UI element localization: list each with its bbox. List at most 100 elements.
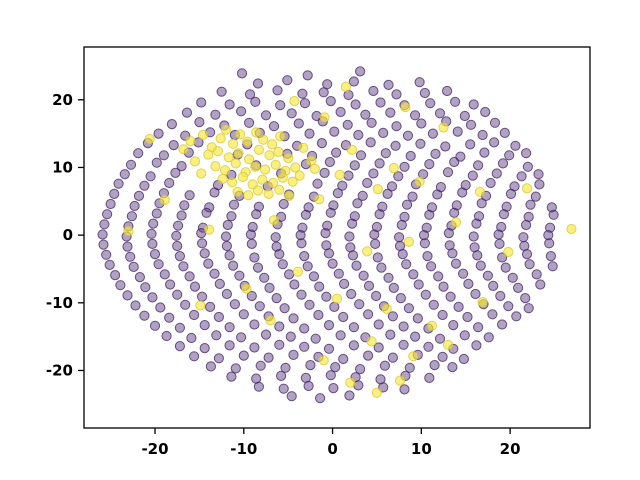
scatter-point-cluster-yellow xyxy=(371,387,382,398)
scatter-point-cluster-purple xyxy=(366,117,377,128)
scatter-point-cluster-purple xyxy=(275,100,286,111)
scatter-point-cluster-yellow xyxy=(309,163,320,174)
scatter-point-cluster-purple xyxy=(147,238,158,249)
scatter-point-cluster-purple xyxy=(320,228,331,239)
scatter-point-cluster-purple xyxy=(485,177,496,189)
scatter-point-cluster-purple xyxy=(109,188,120,199)
scatter-point-cluster-purple xyxy=(293,118,304,129)
scatter-point-cluster-purple xyxy=(147,292,158,303)
ticks-group: -20 -10 0 10 20 20 10 0 -10 -20 xyxy=(46,91,521,458)
scatter-point-cluster-purple xyxy=(189,351,200,362)
scatter-point-cluster-yellow xyxy=(270,159,281,170)
scatter-point-cluster-purple xyxy=(174,251,185,262)
scatter-point-cluster-purple xyxy=(284,269,295,280)
scatter-point-cluster-yellow xyxy=(403,236,414,247)
scatter-point-cluster-purple xyxy=(115,280,126,291)
scatter-point-cluster-purple xyxy=(491,168,502,179)
scatter-point-cluster-yellow xyxy=(284,190,295,201)
scatter-point-cluster-purple xyxy=(533,169,544,180)
scatter-point-cluster-purple xyxy=(473,211,485,222)
scatter-point-cluster-purple xyxy=(419,238,430,249)
scatter-point-cluster-yellow xyxy=(289,96,300,107)
scatter-point-cluster-purple xyxy=(125,159,137,170)
scatter-point-cluster-purple xyxy=(420,289,431,300)
scatter-point-cluster-purple xyxy=(158,150,169,161)
scatter-point-cluster-purple xyxy=(548,209,559,220)
scatter-point-cluster-purple xyxy=(113,178,124,189)
scatter-point-cluster-purple xyxy=(365,137,376,148)
scatter-point-cluster-yellow xyxy=(242,136,253,147)
scatter-point-cluster-purple xyxy=(398,321,409,332)
scatter-point-cluster-purple xyxy=(355,364,366,375)
scatter-point-cluster-purple xyxy=(335,330,346,341)
scatter-point-cluster-purple xyxy=(379,360,390,371)
scatter-point-cluster-purple xyxy=(363,350,374,361)
scatter-point-cluster-purple xyxy=(535,279,546,290)
scatter-point-cluster-yellow xyxy=(264,150,275,161)
scatter-point-cluster-purple xyxy=(251,209,262,220)
scatter-point-cluster-purple xyxy=(253,381,264,392)
x-tick-label: -10 xyxy=(230,440,257,458)
scatter-point-cluster-purple xyxy=(358,270,369,281)
scatter-point-cluster-purple xyxy=(344,231,355,242)
scatter-point-cluster-purple xyxy=(329,126,340,137)
scatter-point-cluster-purple xyxy=(488,280,499,291)
scatter-point-cluster-purple xyxy=(179,200,190,211)
scatter-point-cluster-purple xyxy=(199,343,210,354)
scatter-point-cluster-yellow xyxy=(290,162,301,173)
scatter-point-cluster-purple xyxy=(282,75,293,86)
scatter-point-cluster-purple xyxy=(194,117,205,128)
scatter-point-cluster-purple xyxy=(252,262,264,273)
scatter-point-cluster-yellow xyxy=(268,177,279,189)
scatter-point-cluster-yellow xyxy=(426,320,438,331)
scatter-point-cluster-purple xyxy=(249,342,260,353)
scatter-point-cluster-purple xyxy=(199,248,210,259)
scatter-point-cluster-purple xyxy=(428,299,439,310)
scatter-point-cluster-purple xyxy=(343,170,354,181)
scatter-point-cluster-purple xyxy=(310,333,321,344)
scatter-point-cluster-purple xyxy=(174,322,185,333)
scatter-point-cluster-purple xyxy=(463,278,474,289)
scatter-point-cluster-purple xyxy=(171,230,182,241)
scatter-point-cluster-purple xyxy=(380,148,391,159)
scatter-point-cluster-purple xyxy=(440,141,451,152)
scatter-point-cluster-purple xyxy=(368,85,379,97)
scatter-point-cluster-purple xyxy=(372,252,383,263)
scatter-point-cluster-purple xyxy=(300,209,311,220)
scatter-point-cluster-purple xyxy=(312,178,323,189)
scatter-point-cluster-purple xyxy=(134,272,145,283)
scatter-point-cluster-purple xyxy=(110,270,121,281)
scatter-point-cluster-purple xyxy=(388,282,399,293)
scatter-point-cluster-purple xyxy=(371,221,382,233)
scatter-point-cluster-purple xyxy=(151,157,162,168)
scatter-point-cluster-purple xyxy=(434,108,446,119)
scatter-point-cluster-purple xyxy=(489,137,500,148)
scatter-point-cluster-purple xyxy=(489,117,501,128)
scatter-point-cluster-purple xyxy=(355,150,367,161)
scatter-point-cluster-purple xyxy=(399,161,410,172)
scatter-point-cluster-purple xyxy=(497,319,508,330)
scatter-point-cluster-purple xyxy=(525,199,536,210)
scatter-point-cluster-purple xyxy=(494,238,505,249)
scatter-point-cluster-purple xyxy=(390,140,401,151)
scatter-point-cluster-purple xyxy=(505,188,517,199)
scatter-point-cluster-yellow xyxy=(265,315,276,326)
scatter-point-cluster-purple xyxy=(427,128,438,139)
x-tick-label: -20 xyxy=(141,440,168,458)
scatter-point-cluster-purple xyxy=(394,232,405,243)
scatter-point-cluster-purple xyxy=(447,362,458,373)
scatter-point-cluster-yellow xyxy=(334,169,345,180)
scatter-point-cluster-purple xyxy=(470,288,481,300)
scatter-point-cluster-purple xyxy=(97,229,108,240)
scatter-point-cluster-purple xyxy=(209,268,220,279)
scatter-point-cluster-purple xyxy=(274,321,285,332)
scatter-point-cluster-purple xyxy=(349,211,360,222)
scatter-point-cluster-purple xyxy=(503,301,514,312)
scatter-point-cluster-purple xyxy=(176,210,187,221)
scatter-point-cluster-yellow xyxy=(287,176,298,187)
scatter-point-cluster-purple xyxy=(374,158,385,169)
scatter-point-cluster-purple xyxy=(254,301,265,312)
y-tick-label: -10 xyxy=(46,294,73,312)
scatter-point-cluster-purple xyxy=(148,218,159,229)
scatter-point-cluster-purple xyxy=(449,207,460,218)
